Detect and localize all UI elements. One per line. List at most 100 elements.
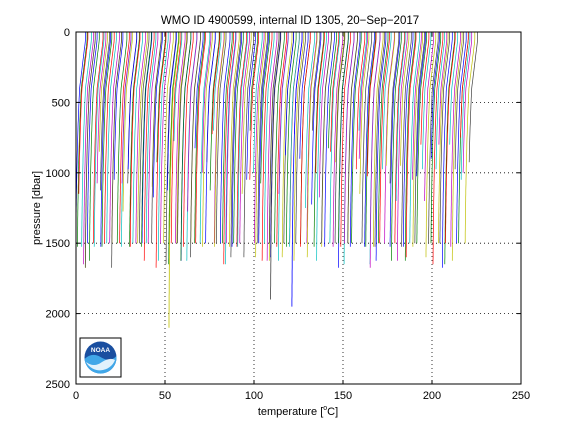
profile-line <box>328 32 337 149</box>
deep-profile-line <box>168 32 180 328</box>
profile-line <box>187 32 198 212</box>
profile-line <box>77 32 88 247</box>
profile-line <box>424 32 435 201</box>
y-tick-label: 2000 <box>46 309 70 321</box>
profile-line <box>249 32 259 131</box>
profile-line <box>199 32 211 244</box>
x-tick-label: 150 <box>334 390 352 402</box>
x-axis-label-suffix: C] <box>327 406 338 418</box>
profile-line <box>183 32 194 247</box>
profile-line <box>300 32 311 247</box>
profile-line <box>253 32 263 173</box>
profile-line <box>194 32 204 149</box>
profile-line <box>170 32 182 244</box>
profile-line <box>222 32 233 244</box>
profile-line <box>129 32 140 247</box>
profile-line <box>246 32 256 180</box>
profile-line <box>121 32 132 184</box>
profile-line <box>305 32 316 209</box>
deep-profile-line <box>270 32 282 300</box>
profile-line <box>168 32 179 265</box>
profile-line <box>359 32 370 194</box>
profile-line <box>116 32 128 244</box>
profile-line <box>439 32 450 244</box>
x-axis-label-degree: o <box>323 405 327 412</box>
profile-line <box>177 32 188 244</box>
profile-line <box>211 32 221 135</box>
profile-line <box>365 32 376 247</box>
profile-line <box>230 32 242 258</box>
profile-line <box>438 32 448 145</box>
profile-line <box>430 32 440 159</box>
profile-line <box>135 32 146 244</box>
profile-line <box>420 32 430 145</box>
profile-line <box>137 32 148 244</box>
profile-line <box>194 32 205 244</box>
profile-line <box>369 32 381 268</box>
profile-line <box>412 32 422 180</box>
profile-line <box>141 32 153 244</box>
profile-line <box>306 32 318 258</box>
profile-line <box>311 32 321 131</box>
profile-line <box>92 32 104 244</box>
profile-line <box>122 32 133 212</box>
x-tick-label: 100 <box>245 390 263 402</box>
profile-line <box>254 32 265 244</box>
profile-line <box>276 32 287 247</box>
profile-line <box>335 32 345 163</box>
profile-line <box>450 32 461 247</box>
profile-line <box>274 32 285 244</box>
profile-line <box>385 32 396 166</box>
profile-line <box>334 32 346 244</box>
profile-line <box>400 32 410 166</box>
profile-line <box>213 32 225 244</box>
profile-line <box>389 32 401 247</box>
profile-line <box>155 32 167 268</box>
profile-line <box>268 32 280 244</box>
profile-line <box>201 32 212 173</box>
profile-line <box>285 32 294 156</box>
profile-line <box>202 32 213 247</box>
logo-text: NOAA <box>91 347 110 354</box>
profile-line <box>401 32 412 247</box>
y-tick-label: 0 <box>64 27 70 39</box>
axis-ticks <box>75 31 522 385</box>
profile-line <box>464 32 476 244</box>
profile-line <box>405 32 417 258</box>
y-tick-label: 2500 <box>46 379 70 391</box>
profile-line <box>141 32 152 247</box>
profile-line <box>209 32 220 191</box>
profile-line <box>374 32 386 247</box>
profile-line <box>428 32 439 244</box>
profile-line <box>213 32 222 131</box>
profile-line <box>306 32 317 244</box>
profile-line <box>165 32 177 265</box>
profile-line <box>397 32 408 261</box>
x-tick-label: 50 <box>159 390 171 402</box>
profile-line <box>373 32 384 247</box>
profile-line <box>329 32 340 244</box>
profile-line <box>404 32 416 261</box>
profile-line <box>231 32 243 247</box>
profile-line <box>223 32 234 265</box>
profile-line <box>81 32 92 247</box>
profile-line <box>255 32 266 258</box>
y-tick-label: 500 <box>52 97 70 109</box>
x-tick-label: 0 <box>73 390 79 402</box>
profile-line <box>315 32 325 173</box>
profile-line <box>101 32 113 247</box>
profile-line <box>378 32 389 244</box>
profile-line <box>215 32 227 244</box>
profile-line <box>167 32 177 191</box>
profile-line <box>435 32 445 170</box>
profile-line <box>96 32 107 184</box>
profile-line <box>416 32 427 244</box>
profile-line <box>239 32 250 244</box>
x-tick-labels: 0 50 100 150 200 250 <box>73 390 530 402</box>
profile-line <box>220 32 231 244</box>
profile-line <box>412 32 423 247</box>
profile-line <box>445 32 456 244</box>
profile-line <box>151 32 162 244</box>
profile-line <box>237 32 248 247</box>
profile-line <box>132 32 143 244</box>
